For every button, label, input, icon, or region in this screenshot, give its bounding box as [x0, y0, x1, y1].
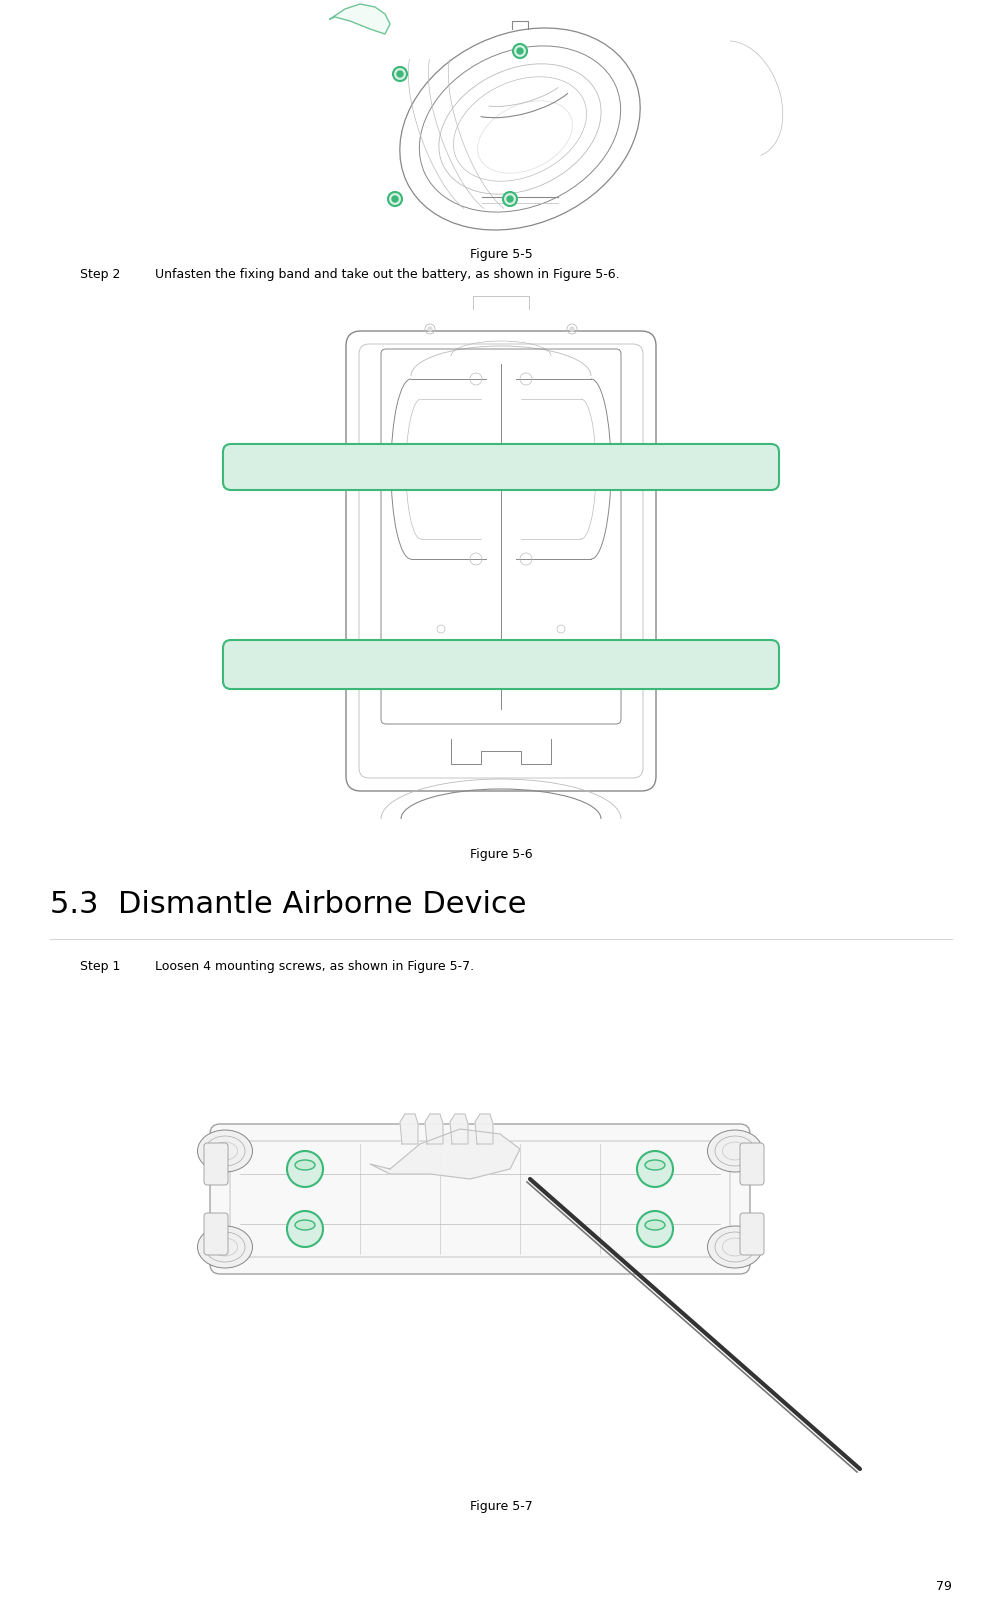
Polygon shape — [330, 5, 390, 35]
Text: Figure 5-6: Figure 5-6 — [470, 847, 532, 860]
Circle shape — [503, 193, 517, 207]
Circle shape — [388, 193, 402, 207]
Circle shape — [287, 1212, 323, 1247]
Text: Unfasten the fixing band and take out the battery, as shown in Figure 5-6.: Unfasten the fixing band and take out th… — [155, 268, 619, 281]
Circle shape — [513, 45, 527, 59]
Circle shape — [393, 67, 407, 82]
Ellipse shape — [707, 1226, 763, 1268]
Ellipse shape — [645, 1220, 665, 1231]
Circle shape — [287, 1151, 323, 1188]
Polygon shape — [425, 1114, 443, 1144]
Text: Step 1: Step 1 — [80, 959, 120, 972]
FancyBboxPatch shape — [223, 445, 779, 490]
FancyBboxPatch shape — [223, 641, 779, 689]
Text: Figure 5-5: Figure 5-5 — [470, 247, 532, 260]
Circle shape — [428, 328, 432, 331]
Ellipse shape — [295, 1220, 315, 1231]
Circle shape — [392, 198, 398, 202]
FancyBboxPatch shape — [204, 1143, 228, 1186]
Ellipse shape — [197, 1130, 253, 1172]
Polygon shape — [475, 1114, 493, 1144]
Ellipse shape — [295, 1160, 315, 1170]
Text: Loosen 4 mounting screws, as shown in Figure 5-7.: Loosen 4 mounting screws, as shown in Fi… — [155, 959, 474, 972]
FancyBboxPatch shape — [740, 1143, 764, 1186]
Text: Step 2: Step 2 — [80, 268, 120, 281]
Circle shape — [637, 1151, 673, 1188]
Circle shape — [507, 198, 513, 202]
FancyBboxPatch shape — [210, 1125, 750, 1274]
FancyBboxPatch shape — [204, 1213, 228, 1255]
Circle shape — [517, 48, 523, 55]
Ellipse shape — [645, 1160, 665, 1170]
Circle shape — [570, 328, 574, 331]
Text: Figure 5-7: Figure 5-7 — [470, 1499, 532, 1512]
FancyBboxPatch shape — [740, 1213, 764, 1255]
Polygon shape — [400, 1114, 418, 1144]
Text: 79: 79 — [936, 1580, 952, 1593]
Polygon shape — [370, 1130, 520, 1180]
Ellipse shape — [197, 1226, 253, 1268]
Polygon shape — [450, 1114, 468, 1144]
Circle shape — [397, 72, 403, 79]
Circle shape — [637, 1212, 673, 1247]
Text: 5.3  Dismantle Airborne Device: 5.3 Dismantle Airborne Device — [50, 889, 526, 919]
Ellipse shape — [707, 1130, 763, 1172]
